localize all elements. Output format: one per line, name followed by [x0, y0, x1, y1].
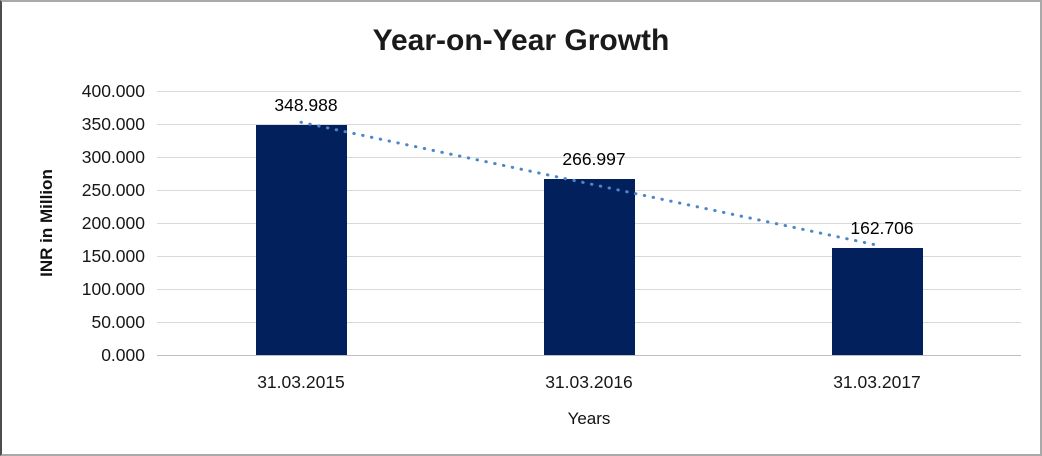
- data-label: 266.997: [562, 148, 626, 169]
- y-axis-tick-label: 250.000: [81, 180, 145, 200]
- y-axis-tick-label: 50.000: [91, 312, 145, 332]
- gridline: [157, 91, 1021, 92]
- y-axis-tick-label: 400.000: [81, 81, 145, 101]
- data-label: 162.706: [850, 217, 914, 238]
- y-axis-tick-label: 200.000: [81, 213, 145, 233]
- x-axis-line: [157, 355, 1021, 356]
- x-axis-tick-label: 31.03.2016: [545, 372, 633, 392]
- x-axis-tick-label: 31.03.2017: [833, 372, 921, 392]
- y-axis-tick-label: 150.000: [81, 246, 145, 266]
- bar-31.03.2015: [255, 124, 347, 355]
- y-axis-tick-label: 0.000: [101, 345, 145, 365]
- y-axis-tick-label: 300.000: [81, 147, 145, 167]
- x-axis-tick-label: 31.03.2015: [257, 372, 345, 392]
- data-label: 348.988: [274, 94, 338, 115]
- y-axis-tick-label: 350.000: [81, 114, 145, 134]
- bar-31.03.2016: [543, 178, 635, 355]
- y-axis-tick-label: 100.000: [81, 279, 145, 299]
- x-axis-title: Years: [567, 409, 611, 428]
- chart-title: Year-on-Year Growth: [372, 24, 670, 57]
- bar-31.03.2017: [831, 247, 923, 355]
